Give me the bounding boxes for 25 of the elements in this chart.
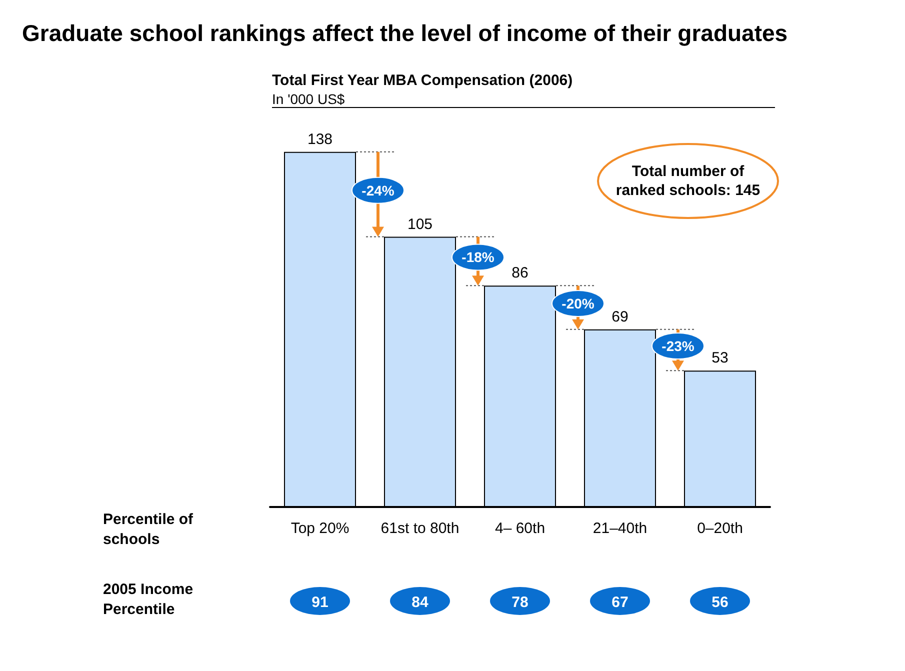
chart-title: Graduate school rankings affect the level of income of their graduates xyxy=(22,20,788,47)
x-tick-label: 21–40th xyxy=(592,520,648,537)
data-label: 105 xyxy=(407,216,433,233)
annotation: Total number of ranked schools: 145 xyxy=(616,163,760,199)
data-label: 86 xyxy=(512,264,528,282)
text: 78 xyxy=(512,594,528,611)
text: 91 xyxy=(312,594,328,611)
text: 67 xyxy=(612,594,628,611)
text: Percentile of schools xyxy=(103,510,194,550)
data-label: 53 xyxy=(712,350,728,367)
annotation: -18% xyxy=(462,249,495,266)
text: 84 xyxy=(412,594,429,611)
x-tick-label: 61st to 80th xyxy=(380,520,460,537)
text: 2005 Income Percentile xyxy=(103,580,194,620)
annotation: -20% xyxy=(562,296,595,312)
x-tick-label: 4– 60th xyxy=(494,520,546,537)
x-tick-label: Top 20% xyxy=(290,520,350,537)
x-tick-label: 0–20th xyxy=(697,520,743,537)
text: 56 xyxy=(712,594,728,611)
y-axis-title: In '000 US$ xyxy=(272,91,775,108)
annotation: -23% xyxy=(662,338,695,354)
data-label: 69 xyxy=(612,308,628,326)
chart-subtitle: Total First Year MBA Compensation (2006) xyxy=(272,72,573,89)
annotation: -24% xyxy=(362,182,395,198)
data-label: 138 xyxy=(307,130,333,148)
